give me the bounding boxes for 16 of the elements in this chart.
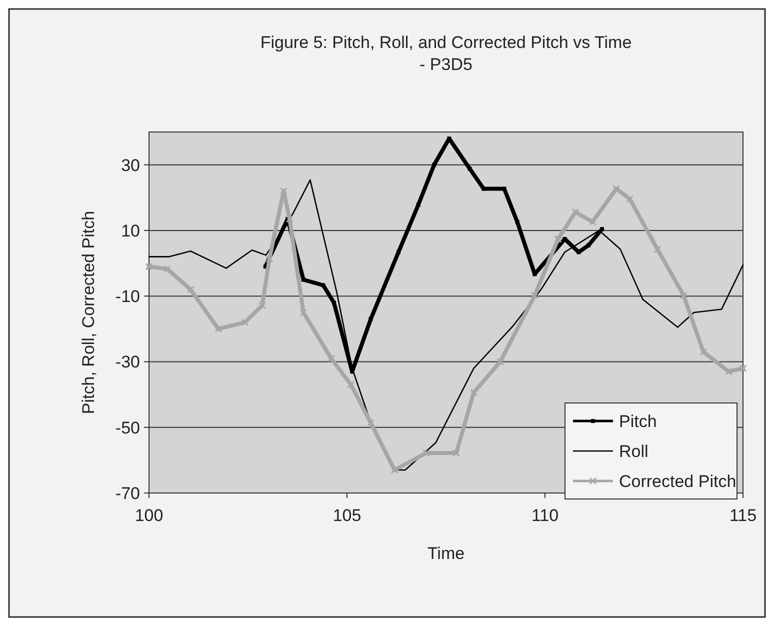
x-tick-label: 115 <box>729 506 757 525</box>
chart-title: Figure 5: Pitch, Roll, and Corrected Pitch vs Time - P3D5 <box>260 33 632 74</box>
y-axis-title: Pitch, Roll, Corrected Pitch <box>79 210 98 414</box>
y-tick-label: -50 <box>115 418 140 438</box>
y-tick-label: -30 <box>115 352 140 372</box>
y-tick-label: 10 <box>121 221 140 240</box>
y-tick-label: -10 <box>115 287 140 306</box>
y-tick-label: 30 <box>121 156 140 175</box>
legend-label: Roll <box>619 442 648 461</box>
x-axis-title: Time <box>427 544 465 563</box>
y-tick-label: -70 <box>115 484 140 503</box>
legend-label: Corrected Pitch <box>619 472 736 491</box>
legend-label: Pitch <box>619 412 657 431</box>
x-tick-label: 110 <box>531 506 559 525</box>
x-tick-label: 100 <box>134 506 164 525</box>
x-tick-label: 105 <box>332 506 362 525</box>
